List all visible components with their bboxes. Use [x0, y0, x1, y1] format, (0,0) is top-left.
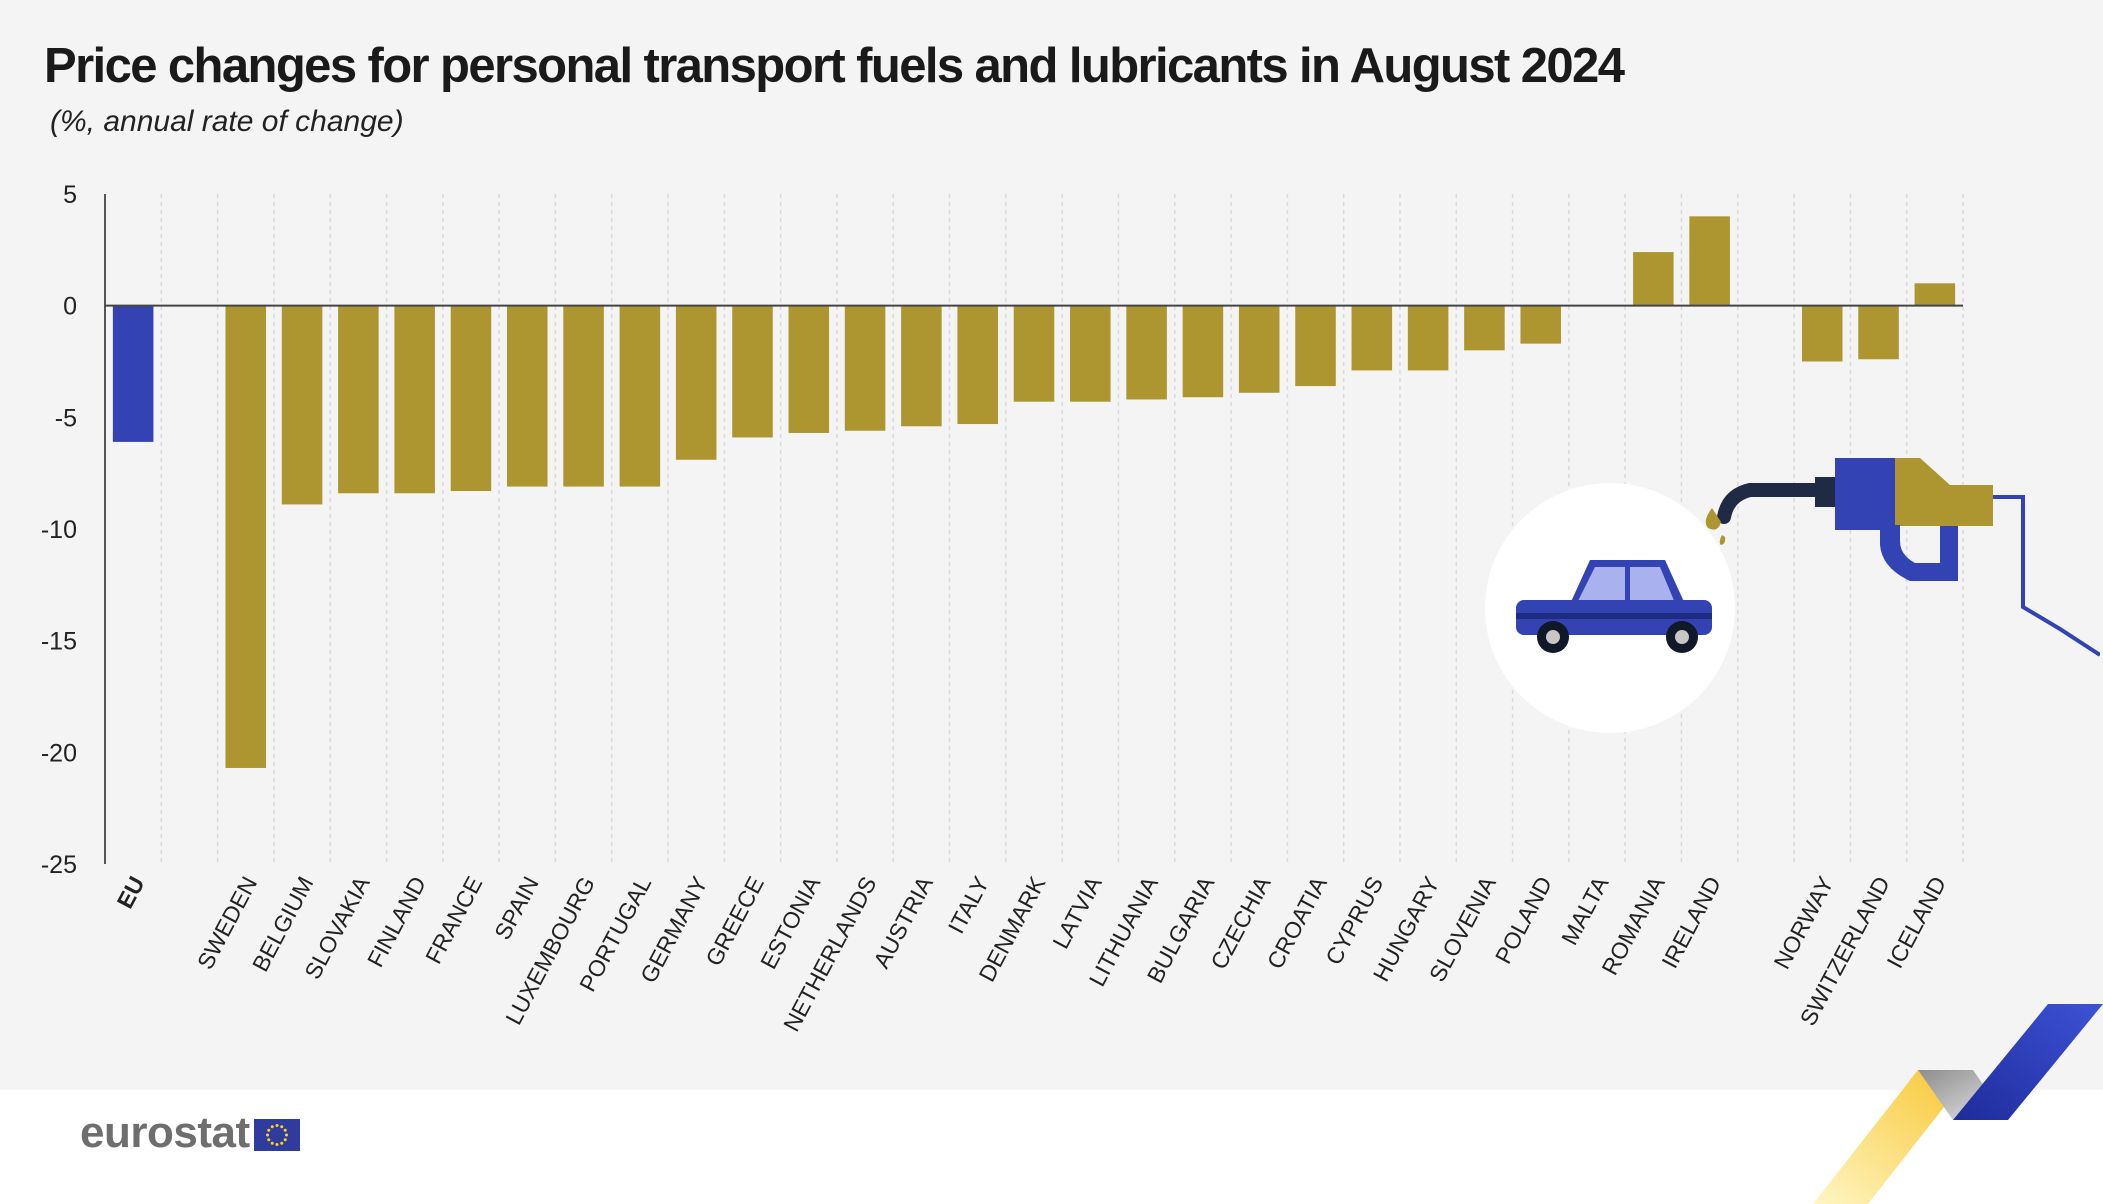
bar-estonia [788, 305, 830, 433]
y-tick-label: -5 [55, 404, 77, 432]
chart-title: Price changes for personal transport fue… [44, 39, 1625, 93]
y-tick-label: 0 [63, 293, 77, 321]
bar-lithuania [1126, 305, 1167, 400]
y-tick-label: -25 [41, 851, 77, 879]
bar-finland [394, 305, 435, 494]
bar-luxembourg [563, 305, 604, 487]
bar-denmark [1013, 305, 1055, 402]
flag-star [279, 1141, 283, 1145]
bar-belgium [281, 305, 323, 505]
bar-greece [732, 305, 773, 438]
x-tick-label: FRANCE [420, 872, 487, 968]
bar-romania [1633, 252, 1674, 306]
flag-star [266, 1138, 270, 1142]
x-tick-label: POLAND [1490, 872, 1557, 968]
flag-star [270, 1125, 274, 1129]
flag-star [284, 1133, 288, 1137]
flag-star [265, 1133, 269, 1137]
flag-star [279, 1125, 283, 1129]
flag-star [283, 1138, 287, 1142]
bar-germany [675, 305, 717, 460]
bar-poland [1520, 305, 1561, 344]
bar-netherlands [844, 305, 886, 431]
bar-bulgaria [1182, 305, 1224, 398]
eurostat-logo: eurostat [80, 1108, 300, 1158]
x-tick-label: LATVIA [1047, 872, 1107, 953]
bar-hungary [1407, 305, 1449, 371]
car-fuel-pump-illustration [1485, 458, 2100, 733]
bar-portugal [619, 305, 661, 487]
bar-eu [112, 305, 154, 442]
x-tick-label: EU [112, 872, 150, 912]
bar-cyprus [1351, 305, 1393, 371]
bar-czechia [1238, 305, 1280, 393]
chart-subtitle: (%, annual rate of change) [50, 105, 404, 138]
flag-star [270, 1141, 274, 1145]
bar-slovakia [338, 305, 379, 494]
bar-latvia [1070, 305, 1111, 402]
bars [112, 216, 1956, 768]
y-tick-label: 5 [63, 181, 77, 209]
chart-panel [0, 0, 2103, 1090]
x-tick-label: ITALY [943, 872, 994, 938]
bar-france [450, 305, 492, 492]
flag-star [266, 1128, 270, 1132]
bar-italy [957, 305, 998, 425]
flag-star [275, 1143, 279, 1146]
eu-flag-icon [253, 1119, 300, 1151]
decorative-ribbon [1813, 1004, 2103, 1204]
fuel-pump-nozzle-icon [1705, 458, 2100, 657]
bar-croatia [1295, 305, 1336, 387]
y-tick-label: -10 [41, 516, 77, 544]
flag-star [283, 1128, 287, 1132]
y-tick-label: -20 [41, 739, 77, 767]
bar-slovenia [1464, 305, 1505, 351]
bar-norway [1801, 305, 1843, 362]
logo-text: eurostat [80, 1108, 250, 1157]
bar-ireland [1689, 216, 1730, 306]
car-icon [1516, 560, 1712, 653]
bar-sweden [225, 305, 267, 768]
x-tick-label: MALTA [1556, 872, 1614, 949]
bar-switzerland [1858, 305, 1899, 360]
bar-austria [901, 305, 942, 427]
bar-iceland [1914, 283, 1956, 306]
x-tick-label: SPAIN [489, 872, 544, 944]
y-tick-label: -15 [41, 628, 77, 656]
flag-star [275, 1124, 279, 1127]
bar-spain [507, 305, 548, 487]
axes [104, 194, 1963, 864]
